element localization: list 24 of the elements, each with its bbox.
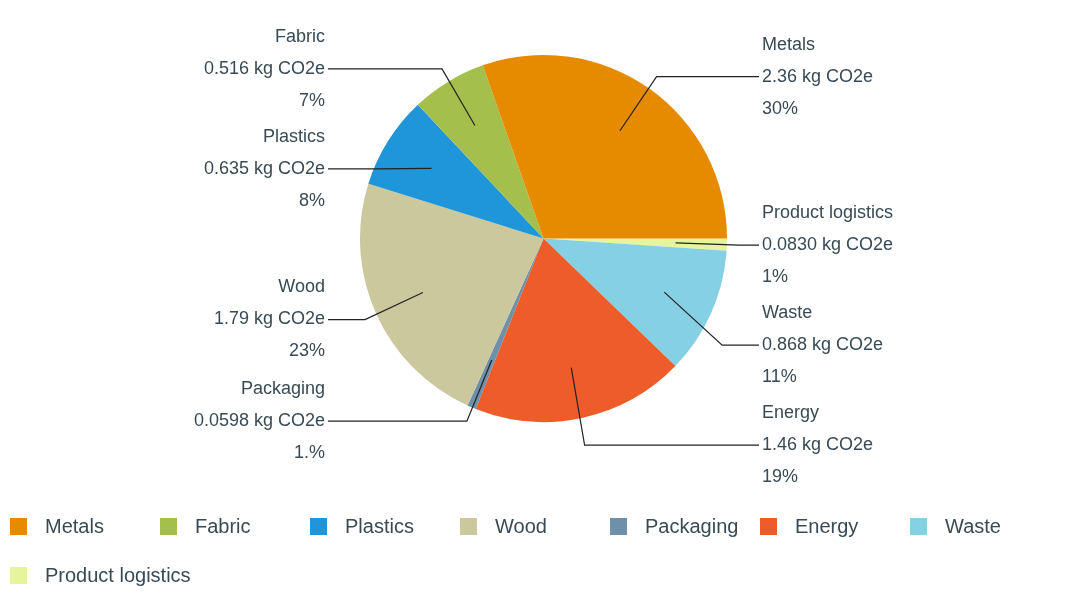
slice-label: Energy [762, 402, 820, 423]
data-label: 0.635 kg CO2e 8% [203, 157, 325, 210]
data-label: 2.36 kg CO2e 30% [762, 65, 874, 118]
data-label: 0.0598 kg CO2e 1.% [193, 410, 325, 463]
legend-label: Product logistics [45, 564, 191, 587]
legend-label: Energy [795, 515, 859, 538]
slice-label: Waste [762, 302, 813, 323]
data-label: 0.516 kg CO2e 7% [203, 57, 325, 110]
legend-label: Waste [945, 515, 1001, 538]
legend-label: Fabric [195, 515, 251, 538]
legend-label: Packaging [645, 515, 739, 538]
data-label: 0.868 kg CO2e 11% [762, 334, 884, 387]
slice-label: Packaging [240, 378, 325, 399]
slice-label: Fabric [274, 25, 325, 46]
legend-label: Metals [45, 515, 104, 538]
legend-label: Wood [495, 515, 547, 538]
data-label: 1.46 kg CO2e 19% [762, 434, 874, 487]
slice-label: Plastics [262, 125, 325, 146]
data-label: 0.0830 kg CO2e 1% [762, 234, 894, 287]
legend-label: Plastics [345, 515, 414, 538]
slice-label: Metals [762, 33, 816, 54]
slice-label: Product logistics [762, 202, 894, 223]
slice-label: Wood [278, 276, 325, 297]
data-label: 1.79 kg CO2e 23% [213, 308, 325, 361]
